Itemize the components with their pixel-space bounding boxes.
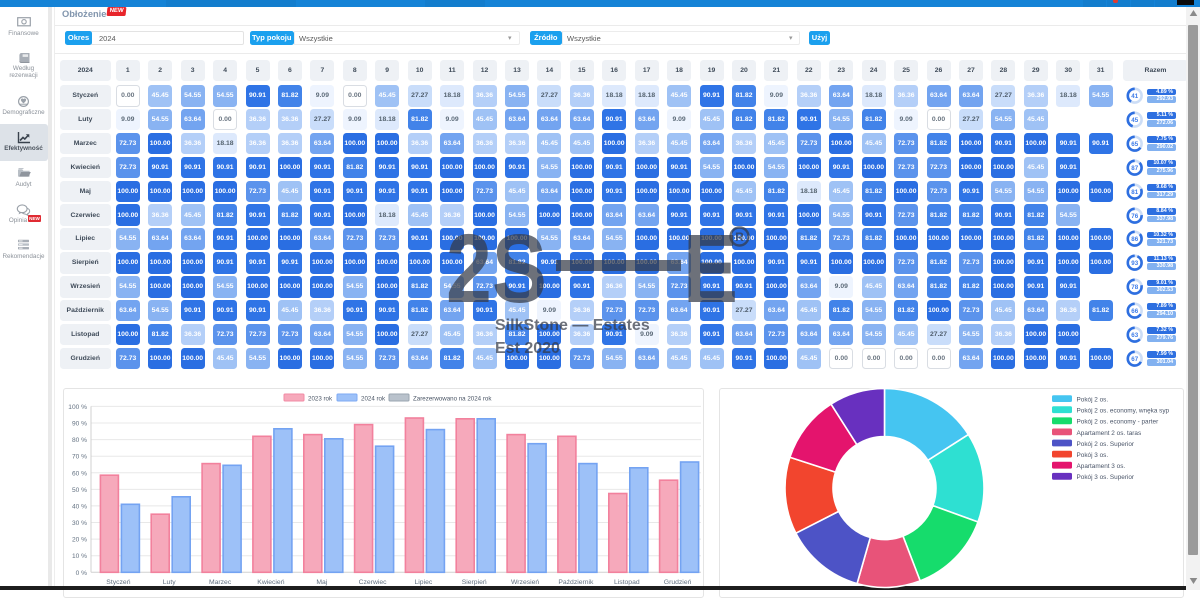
svg-text:60 %: 60 % [72,470,87,477]
svg-text:Kwiecień: Kwiecień [257,579,284,586]
svg-text:Lipiec: Lipiec [415,579,433,586]
svg-text:Apartament 2 os. taras: Apartament 2 os. taras [1076,429,1141,436]
svg-text:Listopad: Listopad [614,579,640,586]
svg-text:67: 67 [1131,356,1138,363]
svg-text:93: 93 [1131,260,1138,267]
svg-text:Luty: Luty [163,579,176,586]
svg-text:20 %: 20 % [72,536,87,543]
svg-text:Apartament 3 os.: Apartament 3 os. [1076,463,1125,470]
svg-text:45: 45 [1131,117,1138,124]
svg-text:65: 65 [1131,141,1138,148]
svg-text:76: 76 [1131,213,1138,220]
svg-text:90 %: 90 % [72,420,87,427]
svg-text:Pokój 2 os. Superior: Pokój 2 os. Superior [1076,440,1134,447]
svg-text:R: R [735,230,744,244]
svg-text:Pokój 2 os. economy, wnęka syp: Pokój 2 os. economy, wnęka syp [1076,407,1169,414]
svg-text:Pokój 3 os. Superior: Pokój 3 os. Superior [1076,474,1134,481]
svg-text:Sierpień: Sierpień [462,579,487,586]
svg-text:Pokój 2 os. economy - parter: Pokój 2 os. economy - parter [1076,418,1159,425]
svg-text:100 %: 100 % [68,403,87,410]
svg-text:78: 78 [1131,284,1138,291]
svg-text:50 %: 50 % [72,486,87,493]
svg-text:81: 81 [1131,189,1138,196]
svg-text:Czerwiec: Czerwiec [359,579,388,586]
svg-text:2023 rok: 2023 rok [308,395,333,402]
svg-text:Pokój 3 os.: Pokój 3 os. [1076,452,1108,459]
svg-text:Październik: Październik [558,579,594,586]
svg-text:Wrzesień: Wrzesień [511,579,539,586]
svg-text:87: 87 [1131,165,1138,172]
svg-text:Marzec: Marzec [209,579,232,586]
svg-text:66: 66 [1131,308,1138,315]
svg-text:0 %: 0 % [76,569,87,576]
svg-text:Pokój 2 os.: Pokój 2 os. [1076,396,1108,403]
svg-text:70 %: 70 % [72,453,87,460]
svg-text:40 %: 40 % [72,503,87,510]
svg-text:80 %: 80 % [72,437,87,444]
svg-text:Maj: Maj [316,579,327,586]
svg-text:86: 86 [1131,236,1138,243]
svg-text:41: 41 [1131,93,1138,100]
svg-text:Zarezerwowano na 2024 rok: Zarezerwowano na 2024 rok [413,395,492,402]
svg-text:2024 rok: 2024 rok [361,395,386,402]
svg-text:63: 63 [1131,332,1138,339]
svg-text:30 %: 30 % [72,520,87,527]
svg-text:10 %: 10 % [72,553,87,560]
svg-text:Grudzień: Grudzień [664,579,692,586]
svg-text:Styczeń: Styczeń [106,579,130,586]
